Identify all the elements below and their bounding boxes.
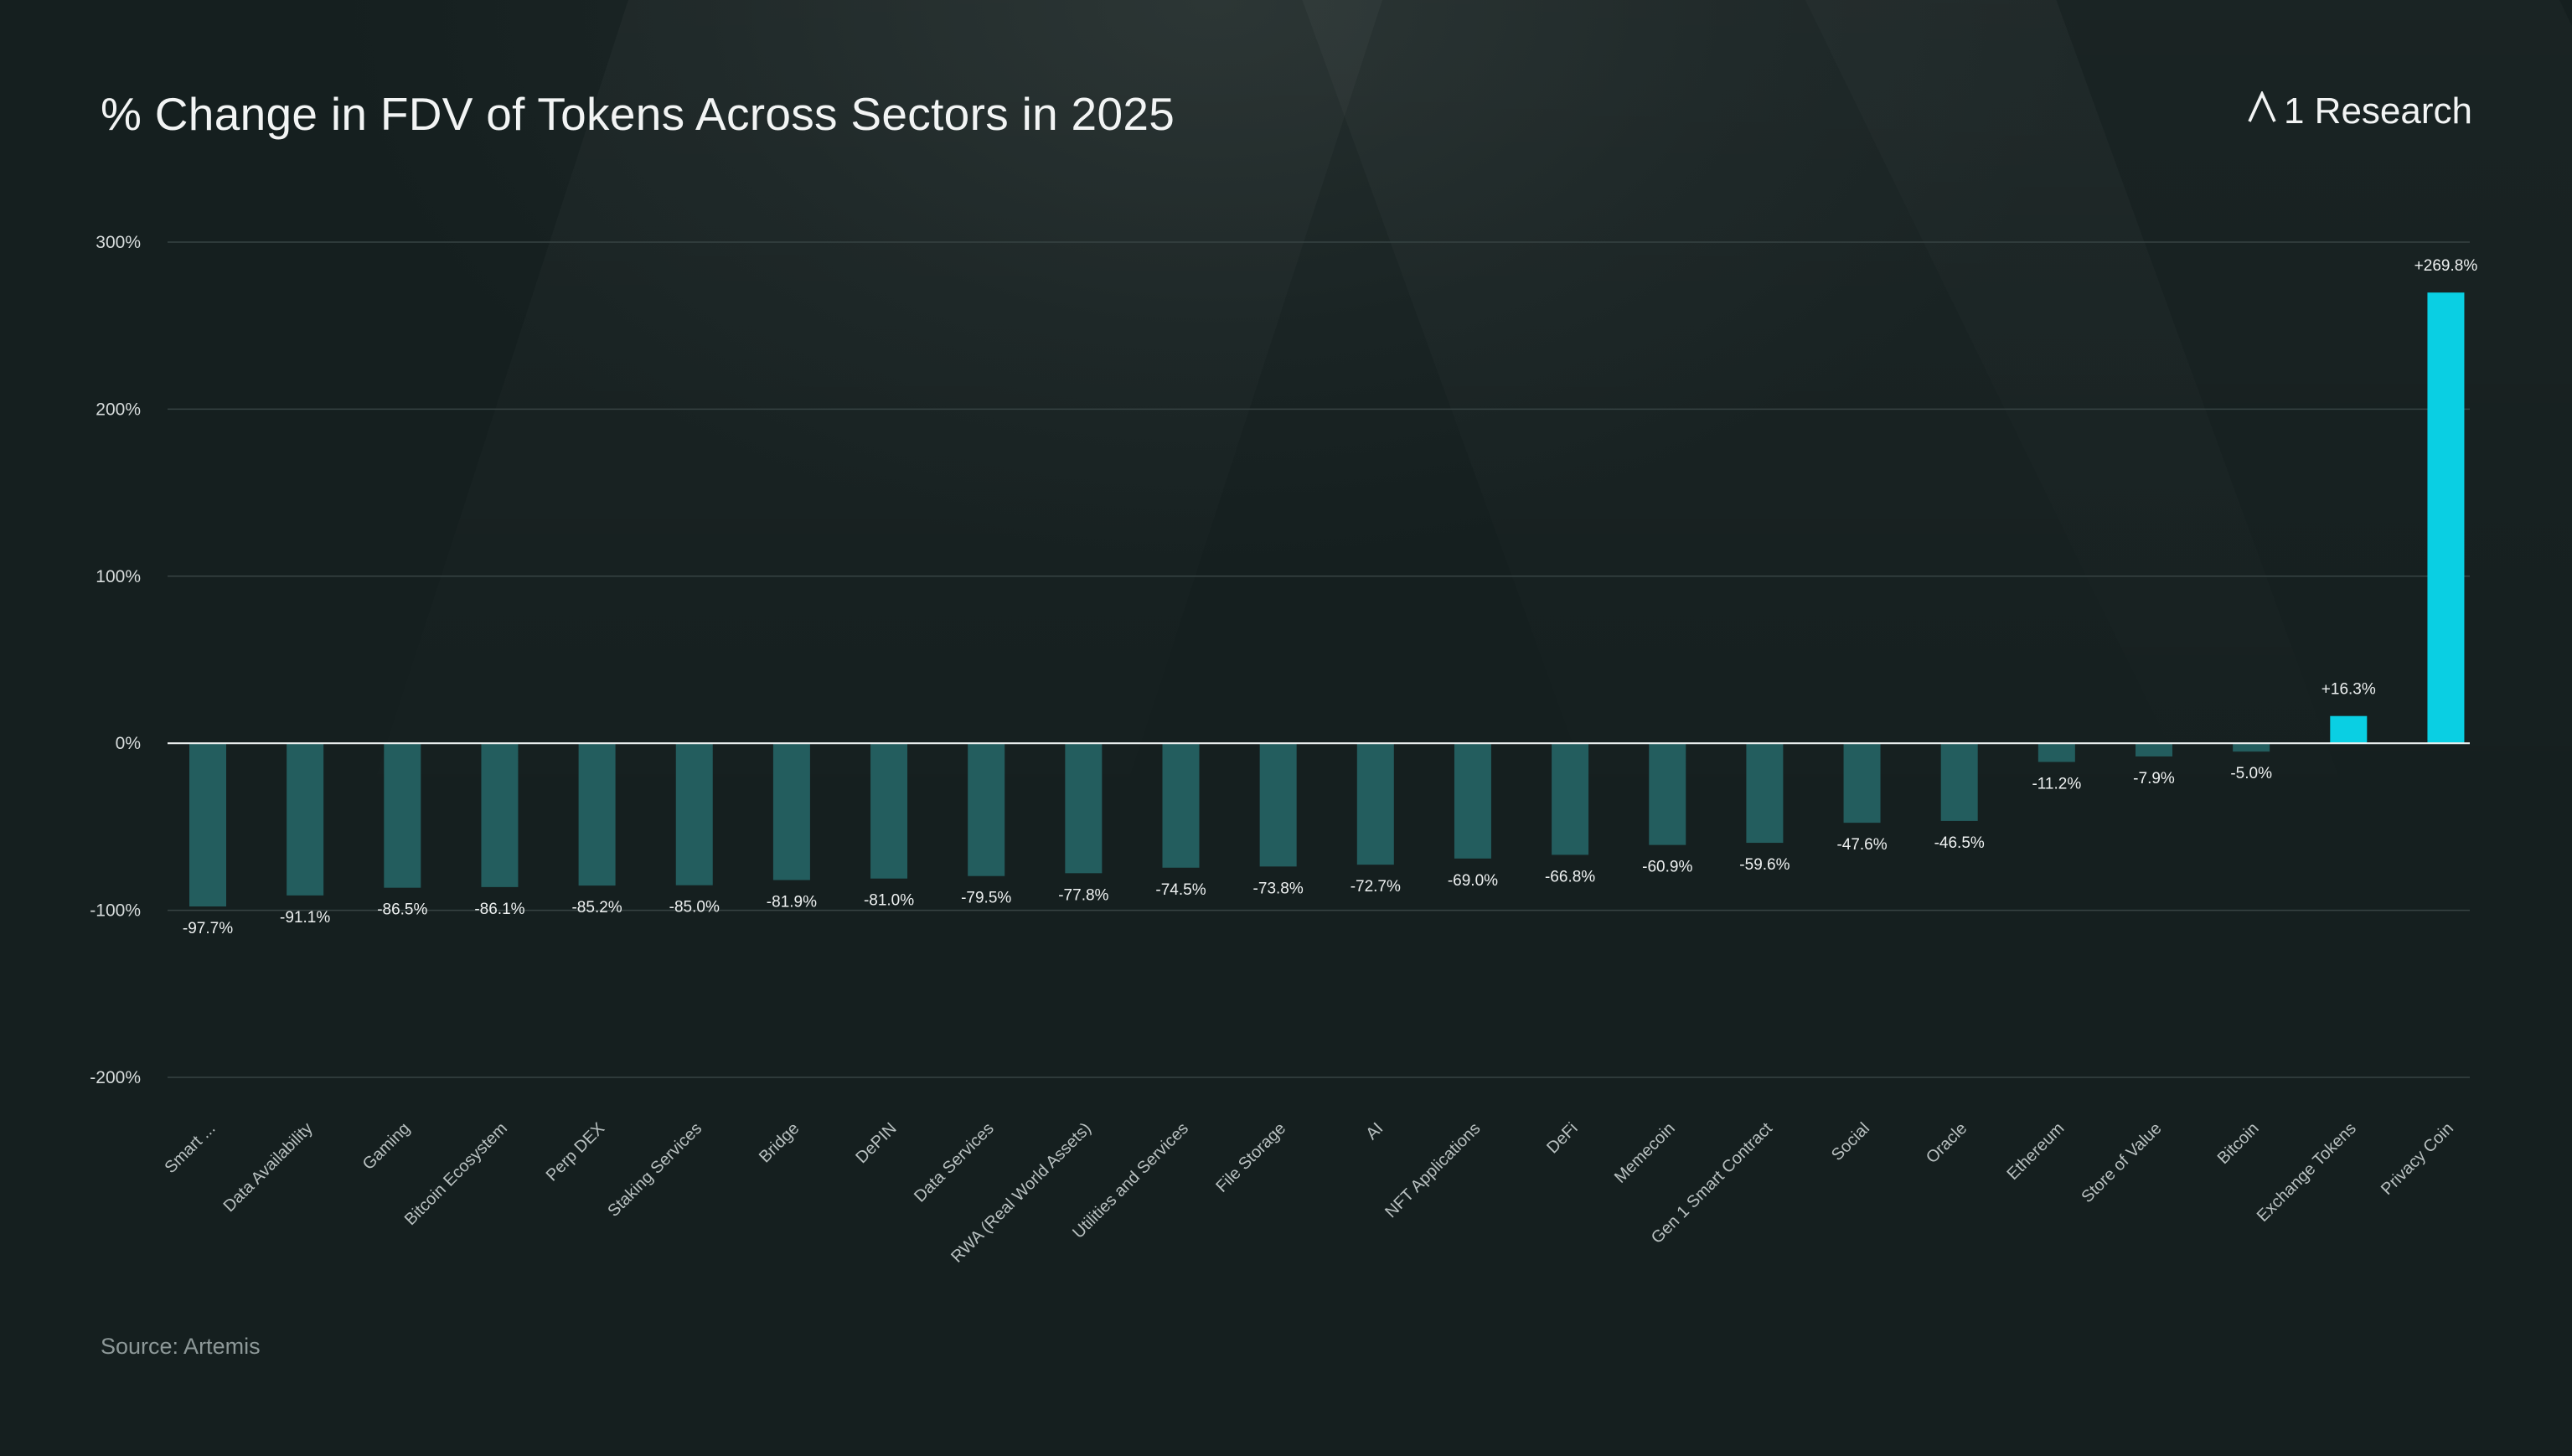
value-label: -47.6%: [1836, 836, 1887, 854]
bar: [384, 743, 421, 888]
value-label: +269.8%: [2414, 257, 2478, 275]
value-label: -59.6%: [1739, 856, 1790, 874]
category-label: Bitcoin Ecosystem: [401, 1119, 511, 1229]
value-label: -46.5%: [1934, 834, 1985, 852]
category-label: Gaming: [359, 1119, 414, 1174]
bar: [870, 743, 908, 879]
category-label: Exchange Tokens: [2254, 1119, 2360, 1226]
value-label: -60.9%: [1642, 859, 1692, 876]
brand-logo: 1 Research: [2247, 90, 2472, 132]
bar: [2136, 743, 2172, 756]
value-label: -73.8%: [1253, 880, 1304, 897]
bar: [1356, 743, 1394, 865]
value-label: -81.9%: [767, 894, 817, 911]
category-label: NFT Applications: [1382, 1119, 1484, 1221]
category-label: Store of Value: [2078, 1119, 2165, 1206]
y-axis-ticks: 300% 200% 100% 0% -100% -200%: [90, 233, 141, 1087]
category-label: Perp DEX: [543, 1119, 608, 1185]
chart-title: % Change in FDV of Tokens Across Sectors…: [101, 88, 1175, 140]
value-label: -81.0%: [864, 892, 914, 910]
value-label: -72.7%: [1351, 878, 1401, 896]
value-label: -69.0%: [1448, 872, 1498, 890]
gridlines: [168, 241, 2470, 1078]
value-label: -11.2%: [2032, 776, 2081, 793]
category-label: Bridge: [756, 1119, 803, 1166]
category-label: AI: [1362, 1119, 1387, 1144]
lambda-logo-icon: [2247, 90, 2280, 132]
category-label: Data Availability: [220, 1119, 317, 1216]
category-label: Smart ...: [162, 1119, 219, 1177]
category-labels: Smart ... Data Availability GamingBitcoin …: [162, 1119, 2457, 1267]
bars: [189, 292, 2465, 907]
bar: [2427, 292, 2465, 744]
brand-name: 1 Research: [2283, 90, 2472, 132]
bar: [1162, 743, 1200, 868]
category-label: Bitcoin: [2214, 1119, 2263, 1168]
value-label: -91.1%: [280, 909, 330, 927]
value-label: -86.5%: [377, 901, 427, 919]
y-tick-label: 0%: [116, 734, 141, 753]
bar: [1259, 743, 1297, 867]
category-label: Social: [1828, 1119, 1873, 1164]
category-label: Staking Services: [604, 1119, 705, 1221]
bar: [2037, 743, 2075, 762]
value-label: -7.9%: [2133, 770, 2175, 787]
bar: [189, 743, 226, 907]
value-label: -85.0%: [669, 899, 720, 916]
source-note: Source: Artemis: [101, 1334, 261, 1359]
bar: [578, 743, 616, 886]
value-label: -77.8%: [1058, 886, 1108, 904]
bar: [1843, 743, 1881, 824]
value-label: -79.5%: [961, 890, 1011, 907]
bar: [968, 743, 1005, 876]
bar: [1552, 743, 1589, 855]
value-label: -74.5%: [1155, 881, 1206, 899]
bar: [2330, 715, 2368, 744]
bar: [772, 743, 810, 880]
category-label: DePIN: [852, 1119, 900, 1167]
y-tick-label: -100%: [90, 901, 141, 921]
value-labels: -97.7% -91.1% -86.5% -86.1% -85.2% -85.0% -81.…: [183, 257, 2477, 937]
bar: [1065, 743, 1103, 874]
category-label: DeFi: [1543, 1119, 1581, 1157]
bar: [1649, 743, 1686, 845]
y-tick-label: 300%: [96, 233, 141, 252]
category-label: Memecoin: [1611, 1119, 1679, 1187]
bar: [481, 743, 519, 887]
y-tick-label: 200%: [96, 400, 141, 419]
y-tick-label: -200%: [90, 1068, 141, 1087]
bar: [2233, 743, 2270, 752]
bar: [1454, 743, 1491, 859]
category-label: File Storage: [1212, 1119, 1289, 1196]
category-label: Ethereum: [2004, 1119, 2068, 1184]
value-label: +16.3%: [2322, 681, 2376, 699]
category-label: Privacy Coin: [2378, 1119, 2457, 1199]
bar: [1940, 743, 1978, 821]
category-label: Data Services: [911, 1119, 998, 1206]
value-label: -5.0%: [2230, 765, 2272, 782]
value-label: -97.7%: [183, 920, 233, 937]
value-label: -66.8%: [1545, 868, 1595, 885]
y-tick-label: 100%: [96, 567, 141, 586]
value-label: -86.1%: [474, 901, 524, 918]
bar: [675, 743, 713, 885]
bar: [287, 743, 324, 896]
bar: [1746, 743, 1784, 844]
value-label: -85.2%: [571, 899, 622, 916]
category-label: Oracle: [1923, 1119, 1970, 1167]
